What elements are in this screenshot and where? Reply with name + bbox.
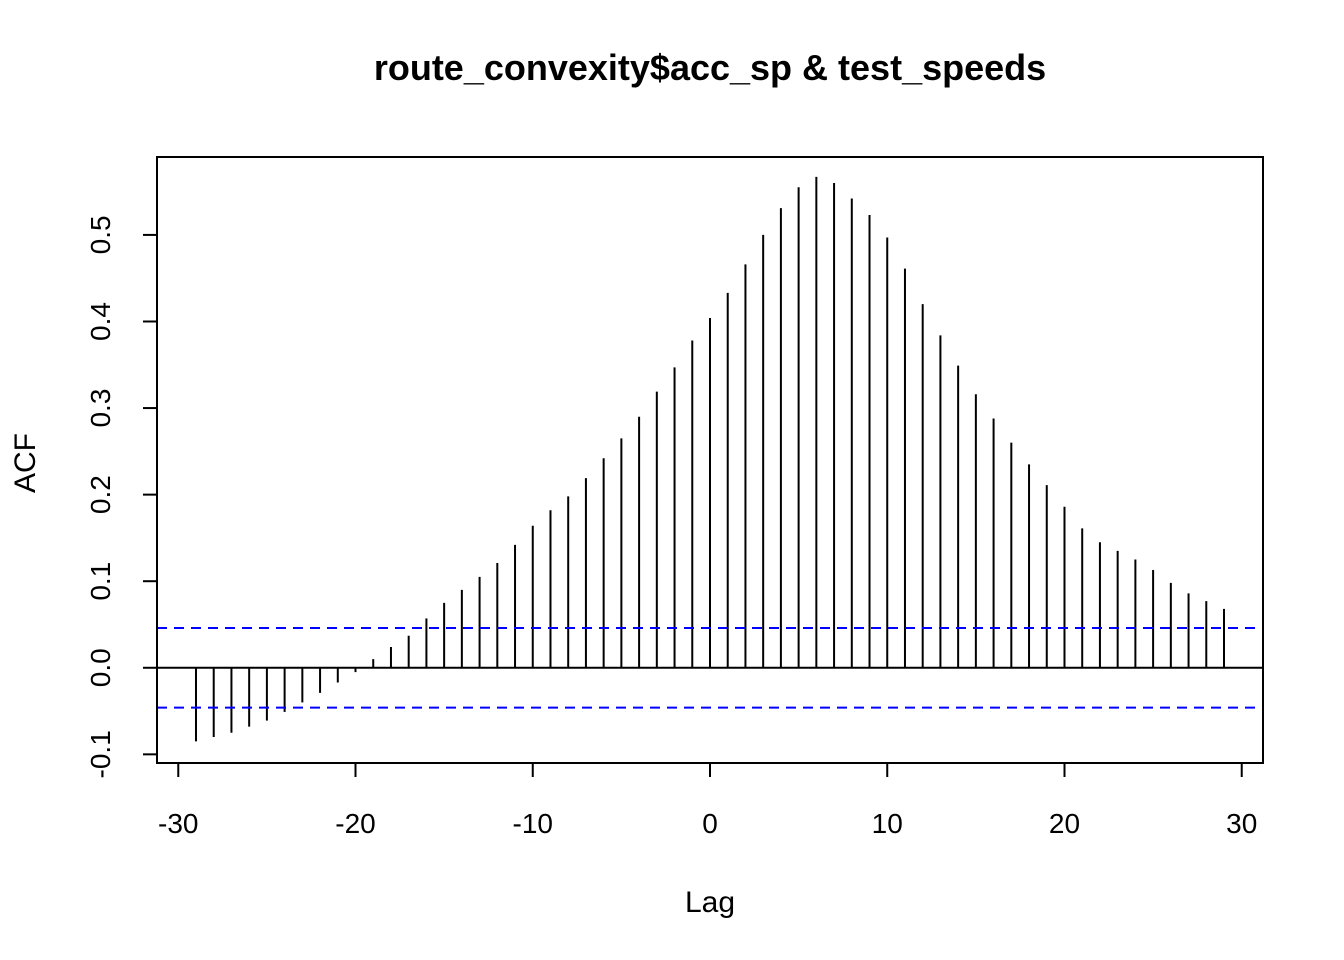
chart-title: route_convexity$acc_sp & test_speeds [374,47,1046,88]
x-tick-label: 0 [702,808,718,839]
y-tick-label: 0.4 [85,302,116,341]
x-tick-label: -20 [335,808,375,839]
x-tick-label: -10 [513,808,553,839]
y-axis: -0.1 0.0 0.1 0.2 0.3 0.4 0.5 [85,215,158,778]
acf-bars [194,176,1226,742]
x-axis: -30 -20 -10 0 10 20 30 [158,762,1257,839]
y-tick-label: 0.1 [85,562,116,601]
y-tick-label: 0.2 [85,475,116,514]
y-tick-label: 0.0 [85,648,116,687]
y-tick-label: -0.1 [85,730,116,778]
y-tick-label: 0.5 [85,215,116,254]
y-axis-label: ACF [9,433,42,493]
x-tick-label: 30 [1226,808,1257,839]
y-tick-label: 0.3 [85,389,116,428]
x-axis-label: Lag [685,886,735,919]
x-tick-label: 10 [872,808,903,839]
x-tick-label: -30 [158,808,198,839]
confidence-bounds [157,626,1263,709]
x-tick-label: 20 [1049,808,1080,839]
